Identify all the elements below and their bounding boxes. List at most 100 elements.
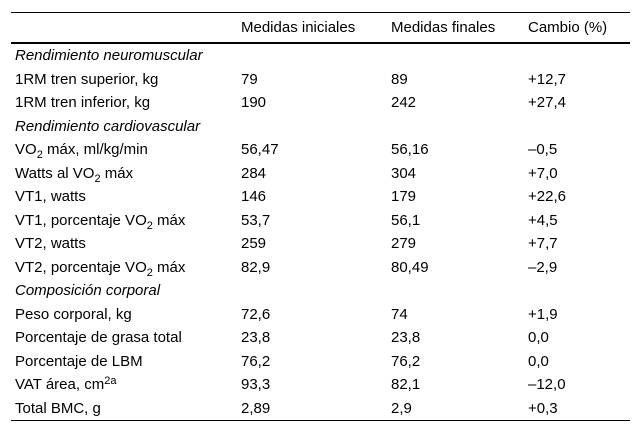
label-text: máx [152,211,186,229]
label-text: Peso corporal, kg [15,305,132,323]
label-text: VO [15,141,37,158]
cell-final: 304 [391,164,417,182]
table-row: 1RM tren inferior, kg 190 242 +27,4 [11,91,630,115]
label-subscript: 2 [36,149,43,161]
cell-change: +22,6 [528,188,566,205]
row-label: Porcentaje de grasa total [11,326,241,350]
cell-initial [241,279,391,303]
row-label: Rendimiento neuromuscular [11,43,241,68]
table-row: Composición corporal [11,279,630,303]
row-label: 1RM tren superior, kg [11,68,241,92]
row-label: Rendimiento cardiovascular [11,115,241,139]
cell-change: –12,0 [528,376,566,393]
table-row: VAT área, cm2a 93,3 82,1 –12,0 [11,373,630,397]
table-row: Peso corporal, kg 72,6 74 +1,9 [11,303,630,327]
label-subscript: 2 [146,219,153,232]
cell-final: 56,16 [391,141,429,158]
label-text: 1RM tren superior, kg [15,70,159,88]
cell-final: 179 [391,188,417,205]
cell-initial [241,43,391,68]
column-header-initial: Medidas iniciales [241,12,391,44]
table-row: Porcentaje de grasa total 23,8 23,8 0,0 [11,326,630,350]
cell-initial: 56,47 [241,141,279,158]
column-header-change: Cambio (%) [528,12,630,44]
cell-change: +12,7 [528,70,566,88]
table-row: Porcentaje de LBM 76,2 76,2 0,0 [11,350,630,374]
label-text: Total BMC, g [15,399,101,417]
label-text: VT2, watts [15,235,86,252]
cell-final: 56,1 [391,211,421,229]
cell-final: 80,49 [391,258,429,276]
cell-initial: 146 [241,188,267,205]
table-row: VO2 máx, ml/kg/min 56,47 56,16 –0,5 [11,138,630,162]
label-text: máx [152,258,186,276]
cell-final: 89 [391,70,408,88]
row-label: VO2 máx, ml/kg/min [11,138,241,162]
cell-initial: 72,6 [241,305,271,323]
cell-final [391,115,528,139]
row-label: VT1, watts [11,185,241,209]
table-row: Rendimiento cardiovascular [11,115,630,139]
label-text: VT1, porcentaje VO [15,211,147,229]
label-text: Rendimiento neuromuscular [15,47,203,64]
table-row: VT2, watts 259 279 +7,7 [11,232,630,256]
label-text: Watts al VO [15,164,95,182]
row-label: Porcentaje de LBM [11,350,241,374]
table-row: 1RM tren superior, kg 79 89 +12,7 [11,68,630,92]
cell-initial: 53,7 [241,211,271,229]
row-label: VT2, porcentaje VO2 máx [11,256,241,280]
cell-change: +0,3 [528,399,558,417]
row-label: VT2, watts [11,232,241,256]
cell-change [528,115,630,139]
label-text: máx, ml/kg/min [42,141,148,158]
label-text: Rendimiento cardiovascular [15,117,201,135]
cell-initial [241,115,391,139]
label-subscript: 2 [146,266,153,279]
cell-change [528,279,630,303]
measurements-table: Medidas iniciales Medidas finales Cambio… [11,12,630,421]
label-text: Porcentaje de LBM [15,352,143,370]
cell-change: +1,9 [528,305,558,323]
table-row: VT1, watts 146 179 +22,6 [11,185,630,209]
cell-final [391,43,528,68]
label-text: máx [100,164,134,182]
cell-change: 0,0 [528,352,549,370]
row-label: Total BMC, g [11,397,241,421]
label-text: VAT área, cm [15,376,105,393]
label-text: 1RM tren inferior, kg [15,94,151,111]
table-row: VT1, porcentaje VO2 máx 53,7 56,1 +4,5 [11,209,630,233]
cell-change: 0,0 [528,329,549,346]
cell-initial: 93,3 [241,376,271,393]
cell-change: +4,5 [528,211,558,229]
column-header-final: Medidas finales [391,12,528,44]
cell-final: 2,9 [391,399,412,417]
table-row: Watts al VO2 máx 284 304 +7,0 [11,162,630,186]
cell-initial: 82,9 [241,258,271,276]
cell-change: –0,5 [528,141,558,158]
label-supscript: 2a [104,375,117,387]
table-header: Medidas iniciales Medidas finales Cambio… [11,12,630,44]
cell-change: +7,7 [528,235,558,252]
label-text: Porcentaje de grasa total [15,329,182,346]
row-label: Composición corporal [11,279,241,303]
cell-initial: 76,2 [241,352,271,370]
label-text: VT1, watts [15,188,86,205]
cell-final: 242 [391,94,417,111]
cell-initial: 23,8 [241,329,271,346]
cell-change: +27,4 [528,94,566,111]
cell-initial: 2,89 [241,399,271,417]
cell-change [528,43,630,68]
label-text: VT2, porcentaje VO [15,258,147,276]
row-label: VT1, porcentaje VO2 máx [11,209,241,233]
cell-change: +7,0 [528,164,558,182]
column-header-empty [11,12,241,44]
table-row: VT2, porcentaje VO2 máx 82,9 80,49 –2,9 [11,256,630,280]
cell-initial: 259 [241,235,267,252]
label-text: Composición corporal [15,282,161,299]
label-subscript: 2 [94,172,101,185]
row-label: Watts al VO2 máx [11,162,241,186]
table-row: Total BMC, g 2,89 2,9 +0,3 [11,397,630,421]
cell-initial: 190 [241,94,267,111]
header-row: Medidas iniciales Medidas finales Cambio… [11,12,630,44]
cell-final: 23,8 [391,329,421,346]
